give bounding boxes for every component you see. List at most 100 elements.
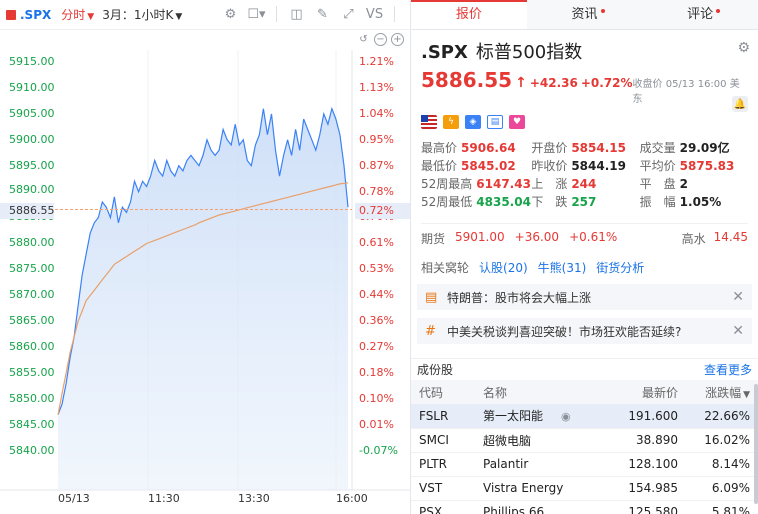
scrollbar[interactable] (754, 384, 758, 504)
cell-code-text: SMCI (419, 433, 449, 447)
warrant-link[interactable]: 认股(20) (479, 261, 528, 275)
zoom-in-icon[interactable]: + (391, 33, 404, 46)
tab-news[interactable]: 资讯 (527, 0, 643, 29)
stat-cell: 最高价 5906.64 (421, 139, 531, 157)
draw-pen-icon[interactable]: ✎ (317, 7, 328, 22)
column-header-price[interactable]: 最新价 (606, 380, 686, 404)
bell-icon[interactable]: 🔔 (732, 96, 748, 112)
compare-button[interactable]: VS (365, 7, 384, 22)
futures-row[interactable]: 期货 5901.00 +36.00 +0.61% 高水 14.45 (421, 223, 748, 247)
y-tick-label: 5860.00 (9, 339, 55, 353)
table-row[interactable]: FSLR 第一太阳能 ◉ 191.600 22.66% (411, 404, 758, 429)
undo-icon[interactable]: ↺ (359, 33, 368, 45)
cell-code-text: PSX (419, 505, 443, 514)
stat-label: 52周最高 (421, 177, 473, 191)
news-item[interactable]: ▤ 特朗普：股市将会大幅上涨 ✕ (417, 284, 752, 310)
column-header-code[interactable]: 代码 (411, 380, 475, 404)
stat-label: 52周最低 (421, 195, 473, 209)
cell-price-text: 191.600 (628, 408, 678, 423)
close-info: 收盘价 05/13 16:00 美东 (632, 79, 740, 105)
y-tick-label: 5895.00 (9, 158, 55, 172)
cell-price: 191.600 (606, 404, 686, 429)
column-header-pct[interactable]: 涨跌幅 ▼ (686, 380, 758, 404)
cell-name-text: Vistra Energy (483, 481, 564, 495)
notebook-icon[interactable]: ▤ (487, 115, 503, 129)
chart-toolbar: .SPX 分时▼ 3月：1小时K▼ ⚙ ☐▾ ◫ ✎ ⤢ VS ▯ (0, 0, 418, 30)
quote-header: .SPX 标普500指数 ⚙ 5886.55 ↑ +42.36 +0.72% 收… (411, 30, 758, 129)
cbbc-link[interactable]: 牛熊(31) (537, 261, 587, 275)
column-header-name[interactable]: 名称 (475, 380, 606, 404)
y-tick-label: 5900.00 (9, 132, 55, 146)
tab-comments[interactable]: 评论 (642, 0, 758, 29)
zoom-out-icon[interactable]: − (374, 33, 387, 46)
tag-icon[interactable]: ◈ (465, 115, 481, 129)
futures-pct: +0.61% (569, 230, 618, 244)
cell-code: PLTR (411, 452, 475, 477)
stat-label: 昨收价 (531, 159, 568, 173)
y-tick-pct-label: 0.61% (359, 236, 394, 250)
related-label: 相关窝轮 (421, 261, 470, 275)
mode-dropdown[interactable]: 分时 ▼ (61, 6, 94, 23)
table-row[interactable]: PLTR Palantir 128.100 8.14% (411, 452, 758, 477)
camera-icon[interactable]: ◫ (290, 7, 303, 22)
price-change-pct: +0.72% (580, 76, 633, 90)
stat-value: 5875.83 (679, 159, 735, 173)
price-area (58, 108, 348, 490)
constituents-body: FSLR 第一太阳能 ◉ 191.600 22.66% SMCI 超微电脑 38.890 16.… (411, 404, 758, 514)
tab-quote[interactable]: 报价 (411, 0, 527, 29)
futures-price: 5901.00 (455, 230, 505, 244)
stat-label: 平均价 (639, 159, 676, 173)
cell-name-text: Palantir (483, 457, 529, 471)
news-text: 中美关税谈判喜迎突破！市场狂欢能否延续? (447, 324, 682, 339)
stat-cell: 下 跌 257 (531, 193, 639, 211)
stat-cell: 52周最低 4835.04 (421, 193, 531, 211)
close-icon[interactable]: ✕ (732, 323, 744, 339)
pct-header-label: 涨跌幅 (705, 385, 742, 400)
heart-icon[interactable]: ♥ (509, 115, 525, 129)
hash-icon: # (425, 323, 436, 339)
close-icon[interactable]: ✕ (732, 289, 744, 305)
kline-dropdown[interactable]: 3月：1小时K ▼ (102, 6, 182, 23)
y-tick-pct-label: 0.10% (359, 391, 394, 405)
y-tick-label: 5855.00 (9, 365, 55, 379)
cell-name: Vistra Energy (475, 476, 606, 501)
stat-cell: 开盘价 5854.15 (531, 139, 639, 157)
last-price: 5886.55 (421, 68, 513, 92)
view-more-link[interactable]: 查看更多 (703, 363, 752, 377)
intraday-chart[interactable] (0, 30, 411, 514)
stat-value: 5844.19 (571, 159, 626, 173)
x-tick-label: 11:30 (148, 492, 180, 505)
gear-icon[interactable]: ⚙ (737, 40, 750, 56)
cell-code-text: VST (419, 481, 443, 495)
street-analysis-link[interactable]: 街货分析 (596, 261, 645, 275)
y-tick-pct-label: 0.53% (359, 262, 394, 276)
divider (276, 6, 277, 22)
watch-icon[interactable]: ◉ (561, 410, 571, 424)
cell-pct-text: 5.81% (711, 505, 750, 514)
y-tick-pct-label: 0.36% (359, 314, 394, 327)
lightning-icon[interactable]: ϟ (443, 115, 459, 129)
premium-value: 14.45 (713, 230, 748, 244)
table-row[interactable]: VST Vistra Energy 154.985 6.09% (411, 476, 758, 501)
file-icon: ▤ (425, 289, 438, 305)
cell-pct-text: 16.02% (704, 433, 750, 447)
symbol-selector[interactable]: .SPX (6, 8, 51, 22)
fullscreen-icon[interactable]: ⤢ (343, 7, 354, 22)
news-item[interactable]: # 中美关税谈判喜迎突破！市场狂欢能否延续? ✕ (417, 318, 752, 344)
checkbox-dropdown-icon[interactable]: ☐▾ (247, 7, 266, 22)
cell-pct: 8.14% (686, 452, 758, 477)
price-change: +42.36 (529, 76, 578, 90)
settings-gear-icon[interactable]: ⚙ (224, 7, 237, 22)
quote-panel: 报价 资讯 评论 .SPX 标普500指数 ⚙ 5886.55 ↑ +42.36… (411, 0, 758, 514)
table-row[interactable]: SMCI 超微电脑 38.890 16.02% (411, 428, 758, 453)
y-tick-label: 5910.00 (9, 80, 55, 94)
cell-pct-text: 22.66% (704, 408, 750, 423)
stat-label: 最高价 (421, 141, 458, 155)
symbol-color-icon (6, 9, 16, 20)
y-tick-pct-label: 1.21% (359, 55, 394, 68)
table-row[interactable]: PSX Phillips 66 125.580 5.81% (411, 500, 758, 514)
stat-cell: 52周最高 6147.43 (421, 175, 531, 193)
